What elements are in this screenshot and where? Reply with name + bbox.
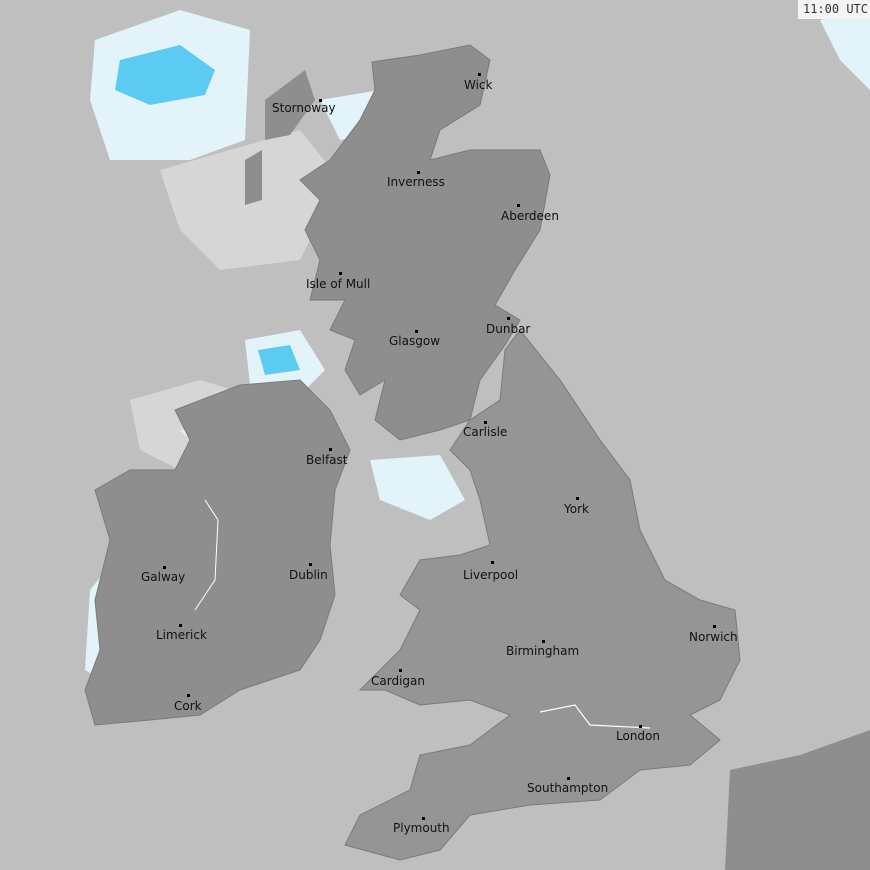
land-scotland: [299, 44, 551, 441]
city-label: Cardigan: [371, 674, 425, 688]
border-line: [194, 499, 219, 611]
city-marker: [319, 99, 322, 102]
city-marker: [478, 73, 481, 76]
city-marker: [163, 566, 166, 569]
city-label: Dublin: [289, 568, 328, 582]
city-label: Aberdeen: [501, 209, 559, 223]
city-label: Birmingham: [506, 644, 580, 658]
city-marker: [542, 640, 545, 643]
land-continent: [725, 730, 870, 870]
city-label: Glasgow: [389, 334, 441, 348]
city-label: Liverpool: [463, 568, 519, 582]
city-label: Dunbar: [486, 322, 531, 336]
city-label: Inverness: [387, 175, 445, 189]
city-label: London: [616, 729, 660, 743]
city-label: Limerick: [156, 628, 207, 642]
city-marker: [517, 204, 520, 207]
timestamp-label: 11:00 UTC: [797, 0, 870, 19]
city-marker: [339, 272, 342, 275]
city-marker: [417, 171, 420, 174]
city-marker: [309, 563, 312, 566]
city-label: Plymouth: [393, 821, 450, 835]
city-label: Galway: [141, 570, 186, 584]
city-marker: [639, 725, 642, 728]
city-label: Cork: [174, 699, 202, 713]
city-marker: [179, 624, 182, 627]
city-marker: [415, 330, 418, 333]
city-marker: [484, 421, 487, 424]
city-label: Norwich: [689, 630, 738, 644]
city-marker: [399, 669, 402, 672]
city-marker: [507, 317, 510, 320]
city-marker: [576, 497, 579, 500]
land-outer-hebrides: [245, 70, 315, 205]
city-label: Stornoway: [272, 101, 336, 115]
city-marker: [422, 817, 425, 820]
land-ireland: [84, 379, 351, 726]
city-marker: [187, 694, 190, 697]
city-label: York: [564, 502, 589, 516]
city-label: Isle of Mull: [306, 277, 371, 291]
city-label: Belfast: [306, 453, 348, 467]
city-label: Carlisle: [463, 425, 508, 439]
city-marker: [713, 625, 716, 628]
border-line: [539, 704, 651, 729]
city-marker: [329, 448, 332, 451]
city-label: Wick: [464, 78, 493, 92]
city-label: Southampton: [527, 781, 609, 795]
city-marker: [491, 561, 494, 564]
city-marker: [567, 777, 570, 780]
